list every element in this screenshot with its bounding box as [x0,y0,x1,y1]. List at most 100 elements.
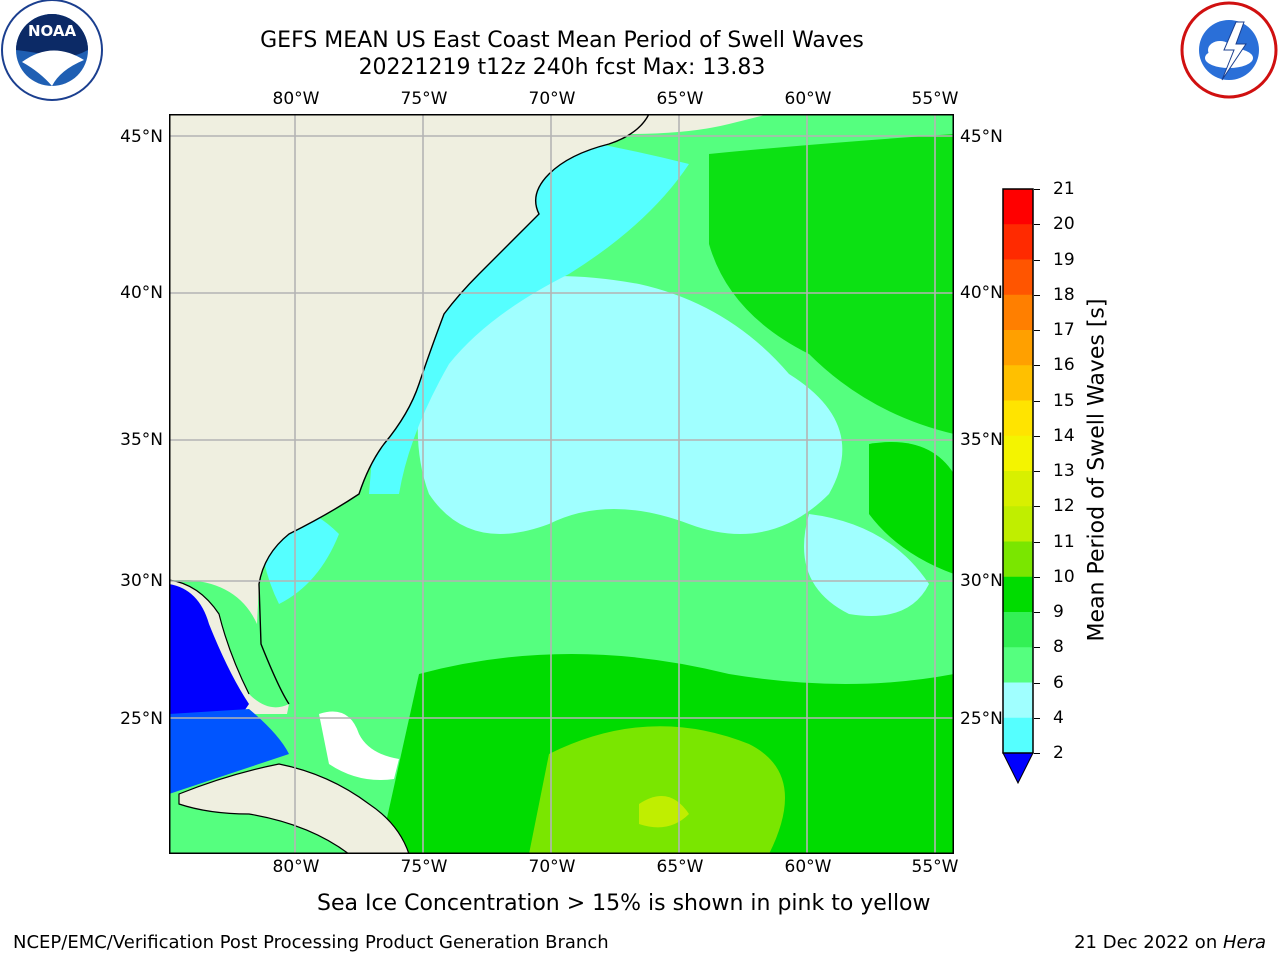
chart-subtitle: 20221219 t12z 240h fcst Max: 13.83 [358,55,766,80]
colorbar-tick [1034,612,1040,613]
lat-label-left: 35°N [120,430,163,450]
colorbar-swatch [1003,400,1033,437]
colorbar-tick-label: 13 [1053,461,1075,481]
lat-label-right: 45°N [960,127,1003,147]
colorbar-tick [1034,647,1040,649]
lon-label-bottom: 55°W [911,857,959,877]
swell-zone-east-10-11s [869,442,954,574]
land-cuba [178,763,410,854]
colorbar-swatch [1003,294,1033,331]
lon-label-top: 55°W [911,89,959,109]
colorbar-tick-label: 2 [1053,743,1064,763]
coastline-gulf [169,579,250,695]
lat-label-left: 45°N [120,127,163,147]
lat-label-right: 30°N [960,571,1003,591]
colorbar-tick-label: 16 [1053,355,1075,376]
lon-label-bottom: 65°W [656,857,704,877]
colorbar-swatch [1003,189,1033,225]
colorbar-tick-label: 12 [1053,496,1075,517]
chart-title: GEFS MEAN US East Coast Mean Period of S… [260,28,864,53]
colorbar-tick-label: 19 [1053,249,1075,270]
lon-label-bottom: 70°W [528,857,576,877]
colorbar-tick [1034,189,1040,190]
footer-branch: NCEP/EMC/Verification Post Processing Pr… [13,932,609,953]
colorbar-tick [1034,541,1040,543]
colorbar-tick [1034,365,1040,367]
swell-period-map [169,114,954,854]
colorbar-swatch [1003,259,1033,296]
lon-label-top: 80°W [272,89,320,109]
colorbar-swatch [1003,576,1033,613]
lon-label-top: 60°W [784,89,832,109]
colorbar-tick-label: 20 [1053,214,1075,235]
colorbar-swatch [1003,717,1033,754]
colorbar-swatch [1003,682,1033,719]
lat-label-left: 40°N [120,283,163,303]
map-panel [169,114,954,854]
lat-label-right: 35°N [960,430,1003,450]
swell-zone-11-12s [529,726,785,854]
colorbar-tick [1034,330,1040,331]
colorbar-tick-label: 11 [1053,531,1075,552]
colorbar-swatch [1003,224,1033,260]
footer-host: Hera [1222,932,1266,953]
lon-label-bottom: 80°W [272,857,320,877]
colorbar-swatch [1003,612,1033,648]
lat-label-left: 30°N [120,571,163,591]
land-canada [169,114,769,134]
colorbar-tick [1034,259,1040,261]
swell-zone-north-10-11s [709,134,954,434]
noaa-logo-graphic: NOAA [1,0,103,101]
lat-label-left: 25°N [120,709,163,729]
colorbar-tick-label: 17 [1053,320,1075,340]
colorbar-tick [1034,435,1040,437]
swell-zone-8-9s [417,276,843,534]
colorbar-graphic [1002,188,1034,784]
gulf-4-6s [169,709,289,794]
footer-date: 21 Dec 2022 on Hera [1074,932,1266,953]
colorbar-swatch [1003,471,1033,507]
swell-zone-6-8s [369,134,689,494]
colorbar-tick-label: 21 [1053,179,1075,199]
noaa-logo: NOAA [0,0,104,104]
lon-label-top: 65°W [656,89,704,109]
colorbar [1002,188,1034,784]
colorbar-tick [1034,400,1040,402]
lat-label-right: 25°N [960,709,1003,729]
colorbar-tick [1034,294,1040,296]
colorbar-tick-label: 18 [1053,284,1075,305]
colorbar-frame [1002,188,1034,754]
sea-ice-note: Sea Ice Concentration > 15% is shown in … [317,891,931,916]
colorbar-swatch [1003,541,1033,578]
colorbar-swatch [1003,435,1033,472]
colorbar-tick-label: 10 [1053,566,1075,587]
lon-label-top: 75°W [400,89,448,109]
colorbar-tick-label: 8 [1053,637,1064,658]
lon-label-top: 70°W [528,89,576,109]
colorbar-swatch [1003,365,1033,401]
land-us-east [169,114,649,624]
colorbar-extend-arrow [1002,752,1034,784]
colorbar-tick-label: 6 [1053,672,1064,693]
swell-zone-12-13s [639,796,689,828]
map-frame [169,114,954,854]
nws-logo-graphic [1180,1,1278,99]
colorbar-title: Mean Period of Swell Waves [s] [1084,298,1110,642]
bahamas-banks [319,711,399,780]
lon-label-bottom: 60°W [784,857,832,877]
colorbar-swatch [1003,506,1033,542]
colorbar-swatch [1003,647,1033,683]
colorbar-tick [1034,576,1040,578]
colorbar-tick [1034,224,1040,226]
nws-logo [1178,0,1280,100]
colorbar-tick-label: 15 [1053,390,1075,411]
colorbar-tick-label: 4 [1053,707,1064,728]
swell-zone-8-9s-east [804,514,929,616]
colorbar-tick [1034,753,1040,754]
colorbar-tick-label: 14 [1053,425,1075,446]
footer-date-text: 21 Dec 2022 on [1074,932,1223,953]
noaa-logo-text: NOAA [28,22,77,40]
colorbar-tick-label: 9 [1053,602,1064,622]
graticule [169,114,954,854]
colorbar-tick [1034,717,1040,719]
